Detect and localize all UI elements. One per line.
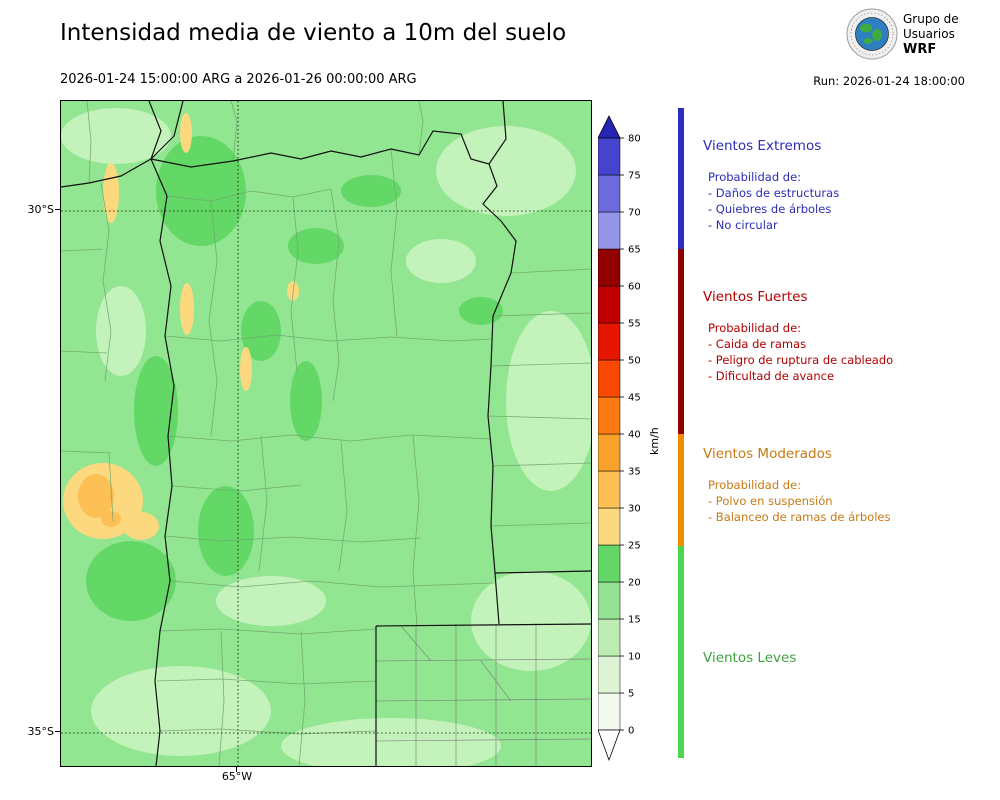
svg-text:55: 55 — [628, 319, 641, 330]
strip-moderados — [678, 434, 684, 546]
legend-title-fuertes: Vientos Fuertes — [703, 289, 808, 305]
wind-shading-orange-blobs — [78, 474, 121, 527]
svg-text:20: 20 — [628, 578, 641, 589]
lat-tick-35 — [55, 731, 60, 732]
svg-text:25: 25 — [628, 541, 641, 552]
legend-item: - Dificultad de avance — [708, 369, 835, 383]
svg-text:50: 50 — [628, 356, 641, 367]
wind-intensity-map — [60, 100, 596, 774]
legend-items-fuertes: Probabilidad de: - Caida de ramas - Peli… — [703, 320, 893, 384]
legend-item: - Balanceo de ramas de árboles — [708, 510, 891, 524]
svg-text:60: 60 — [628, 282, 641, 293]
legend-item: Probabilidad de: — [708, 478, 802, 492]
svg-text:80: 80 — [628, 134, 641, 145]
lat-label-30s: 30°S — [27, 203, 54, 216]
svg-text:35: 35 — [628, 467, 641, 478]
strip-leves — [678, 546, 684, 758]
legend-item: - Quiebres de árboles — [708, 202, 832, 216]
legend-title-extremos: Vientos Extremos — [703, 138, 822, 154]
legend-item: Probabilidad de: — [708, 321, 802, 335]
svg-text:40: 40 — [628, 430, 641, 441]
svg-text:45: 45 — [628, 393, 641, 404]
logo-org-line2: Usuarios — [903, 27, 955, 41]
forecast-period-label: 2026-01-24 15:00:00 ARG a 2026-01-26 00:… — [60, 72, 417, 87]
svg-text:65: 65 — [628, 245, 641, 256]
colorbar: 0 5 10 15 20 25 30 35 40 45 50 55 60 65 70 75 80 — [597, 108, 668, 768]
legend-section-moderados: Vientos Moderados Probabilidad de: - Pol… — [703, 446, 890, 525]
wrf-globe-logo-icon — [846, 8, 898, 60]
wind-shading-dark-blobs — [86, 136, 503, 621]
legend-items-moderados: Probabilidad de: - Polvo en suspensión -… — [703, 477, 890, 525]
legend-section-extremos: Vientos Extremos Probabilidad de: - Daño… — [703, 138, 839, 233]
logo-text: Grupo de Usuarios WRF — [903, 12, 959, 57]
colorbar-unit-label: km/h — [648, 427, 661, 455]
se-parcel-grid — [375, 623, 592, 766]
wind-map-frame — [60, 100, 596, 774]
svg-text:10: 10 — [628, 652, 641, 663]
legend-item: - Peligro de ruptura de cableado — [708, 353, 894, 367]
province-borders — [60, 100, 592, 767]
strip-extremos — [678, 108, 684, 249]
legend-item: - Polvo en suspensión — [708, 494, 833, 508]
page-title: Intensidad media de viento a 10m del sue… — [60, 20, 567, 46]
legend-item: - Caida de ramas — [708, 337, 807, 351]
legend-section-fuertes: Vientos Fuertes Probabilidad de: - Caida… — [703, 289, 893, 384]
department-borders — [60, 100, 592, 767]
legend-item: - Daños de estructuras — [708, 186, 840, 200]
lon-label-65w: 65°W — [221, 770, 253, 783]
graticule-lines — [61, 101, 591, 766]
logo-org-line3: WRF — [903, 42, 937, 57]
svg-text:70: 70 — [628, 208, 641, 219]
legend-item: - No circular — [708, 218, 778, 232]
lon-tick-65 — [236, 767, 237, 772]
strip-fuertes — [678, 249, 684, 434]
logo-org-line1: Grupo de — [903, 12, 959, 26]
legend-items-extremos: Probabilidad de: - Daños de estructuras … — [703, 169, 839, 233]
svg-text:30: 30 — [628, 504, 641, 515]
svg-text:15: 15 — [628, 615, 641, 626]
colorbar-scale: 0 5 10 15 20 25 30 35 40 45 50 55 60 65 70 75 80 — [597, 115, 641, 762]
wind-shading-light-blobs — [61, 108, 596, 774]
svg-text:0: 0 — [628, 726, 634, 737]
model-run-label: Run: 2026-01-24 18:00:00 — [813, 74, 965, 88]
legend-item: Probabilidad de: — [708, 170, 802, 184]
legend-category-strip — [678, 108, 684, 758]
svg-text:75: 75 — [628, 171, 641, 182]
svg-text:5: 5 — [628, 689, 634, 700]
legend-section-leves: Vientos Leves — [703, 650, 796, 681]
legend-title-leves: Vientos Leves — [703, 650, 797, 666]
legend-title-moderados: Vientos Moderados — [703, 446, 832, 462]
lat-label-35s: 35°S — [27, 725, 54, 738]
lat-tick-30 — [55, 209, 60, 210]
